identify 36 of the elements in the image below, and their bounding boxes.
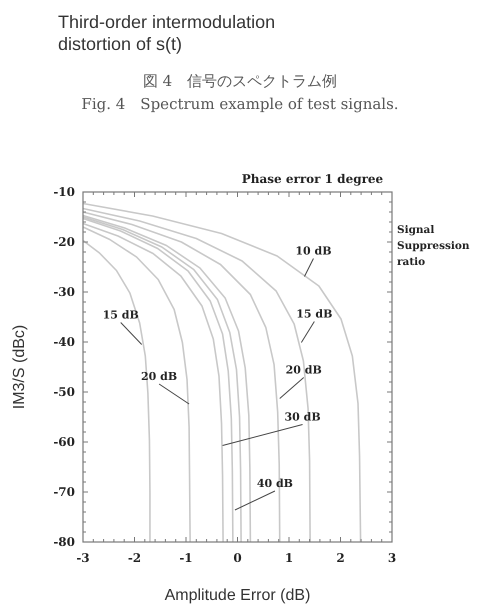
label-leader: 30 dB [222, 410, 321, 446]
y-tick-label: -50 [53, 385, 75, 399]
title: Third-order intermodulation distortion of s(t) [58, 12, 276, 54]
y-tick-label: -40 [53, 335, 75, 349]
annotation: 30 dB [284, 410, 321, 424]
annotation: Fig. 4 Spectrum example of test signals. [81, 95, 399, 113]
y-tick-label: -70 [53, 485, 75, 499]
annotation: 図 4 信号のスペクトラム例 [142, 72, 338, 90]
x-tick-label: -1 [179, 551, 193, 565]
annotation: 40 dB [256, 477, 293, 490]
annotation: 15 dB [296, 308, 332, 320]
annotation: 20 dB [141, 370, 178, 383]
x-tick-label: -3 [76, 551, 90, 565]
x-axis-title: Amplitude Error (dB) [164, 587, 310, 604]
y-tick-label: -60 [53, 435, 75, 449]
annotation: 15 dB [102, 308, 139, 322]
x-tick-label: 2 [336, 551, 345, 565]
x-tick-label: -2 [128, 551, 142, 565]
chart-subtitle: Phase error 1 degree [242, 172, 384, 186]
annotation: 10 dB [295, 244, 332, 258]
label-leader: 15 dB [296, 308, 332, 343]
label-leader: 40 dB [234, 477, 293, 510]
y-tick-label: -80 [53, 535, 75, 549]
annotation: 20 dB [286, 364, 322, 376]
label-leader: 20 dB [279, 364, 322, 399]
x-tick-label: 0 [233, 551, 242, 565]
y-tick-label: -20 [53, 235, 75, 249]
x-tick-label: 3 [388, 551, 396, 565]
annotation: Signal Suppression ratio [397, 224, 470, 268]
x-tick-label: 1 [284, 551, 294, 565]
label-leader: 10 dB [295, 244, 332, 277]
y-axis-title: IM3/S (dBc) [11, 324, 28, 410]
label-leader: 15 dB [102, 308, 142, 345]
label-leader: 20 dB [141, 370, 190, 404]
y-tick-label: -30 [53, 285, 75, 299]
y-tick-label: -10 [53, 185, 75, 199]
